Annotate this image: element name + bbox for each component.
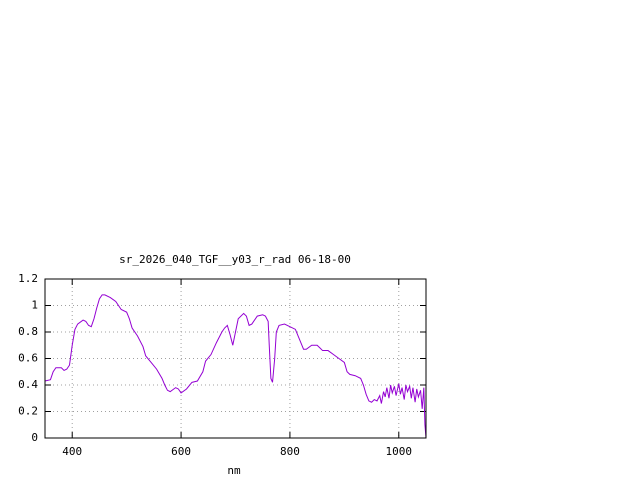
x-tick-label: 600 — [171, 445, 191, 458]
chart-title: sr_2026_040_TGF__y03_r_rad 06-18-00 — [119, 253, 351, 266]
y-tick-label: 0.8 — [18, 325, 38, 338]
data-line — [44, 294, 427, 439]
x-axis-label: nm — [227, 464, 241, 477]
y-tick-label: 0 — [31, 431, 38, 444]
y-tick-label: 0.2 — [18, 405, 38, 418]
y-tick-label: 1 — [31, 299, 38, 312]
y-tick-label: 0.6 — [18, 352, 38, 365]
y-tick-label: 1.2 — [18, 272, 38, 285]
y-tick-label: 0.4 — [18, 378, 38, 391]
plot-border — [44, 278, 427, 439]
x-tick-label: 800 — [280, 445, 300, 458]
x-tick-label: 400 — [62, 445, 82, 458]
x-tick-label: 1000 — [386, 445, 413, 458]
